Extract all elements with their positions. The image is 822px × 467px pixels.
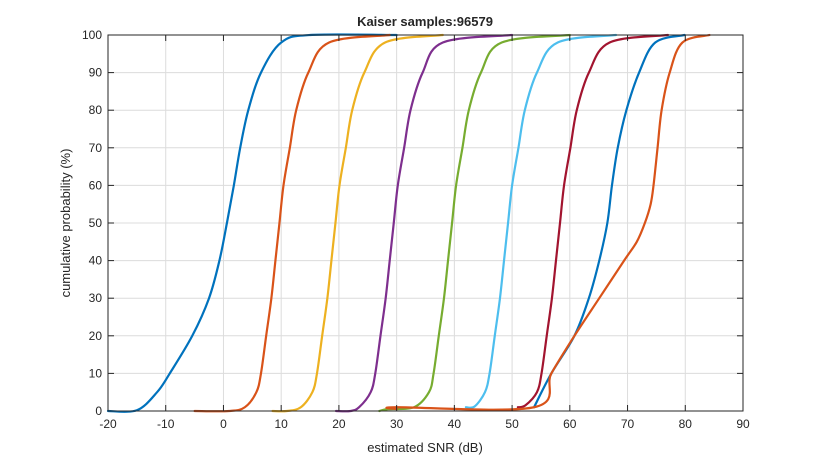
x-tick-label: 80 [679, 417, 693, 431]
series-line-6 [464, 33, 618, 409]
y-tick-label: 60 [89, 178, 103, 192]
series-line-9 [385, 33, 711, 411]
y-tick-label: 80 [89, 103, 103, 117]
axes: -20 -10 0 10 20 30 40 50 60 70 80 90 0 10 20 30 40 50 60 70… [82, 28, 750, 431]
x-axis-label: estimated SNR (dB) [367, 440, 483, 455]
series-line-3 [271, 33, 444, 413]
x-tick-label: -20 [99, 417, 117, 431]
series-lines [106, 33, 711, 413]
y-tick-label: 90 [89, 66, 103, 80]
y-tick-label: 40 [89, 254, 103, 268]
y-tick-label: 30 [89, 291, 103, 305]
y-tick-label: 0 [95, 404, 102, 418]
series-line-4 [334, 33, 514, 413]
x-tick-label: 20 [332, 417, 346, 431]
series-line-7 [516, 33, 670, 409]
x-tick-label: 30 [390, 417, 404, 431]
plot-box [107, 34, 744, 412]
y-tick-label: 100 [82, 28, 102, 42]
series-line-1 [106, 33, 398, 413]
x-tick-label: 40 [448, 417, 462, 431]
grid [107, 34, 744, 412]
series-line-5 [378, 33, 571, 413]
x-tick-label: -10 [157, 417, 175, 431]
chart-title: Kaiser samples:96579 [357, 14, 493, 29]
x-tick-label: 60 [563, 417, 577, 431]
y-tick-label: 70 [89, 141, 103, 155]
x-tick-label: 50 [505, 417, 519, 431]
series-line-2 [193, 33, 391, 413]
x-tick-label: 10 [275, 417, 289, 431]
x-tick-label: 70 [621, 417, 635, 431]
series-line-8 [532, 33, 686, 409]
y-tick-label: 50 [89, 216, 103, 230]
x-tick-label: 0 [220, 417, 227, 431]
y-tick-label: 10 [89, 366, 103, 380]
y-axis-label: cumulative probability (%) [58, 149, 73, 298]
x-tick-label: 90 [736, 417, 750, 431]
y-tick-label: 20 [89, 329, 103, 343]
